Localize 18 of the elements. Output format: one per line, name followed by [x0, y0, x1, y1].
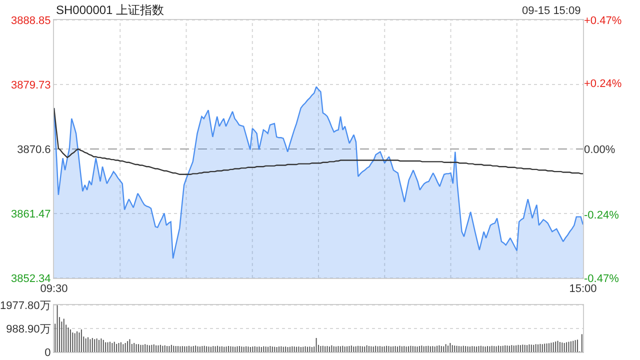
- y-tick-label: 0: [44, 346, 51, 359]
- x-tick-label: 09:30: [40, 283, 68, 296]
- y2-tick-label: 0.00%: [584, 144, 616, 156]
- y2-tick-label: -0.24%: [584, 210, 620, 222]
- y-tick-label: 3870.6: [17, 144, 51, 156]
- y-tick-label: 3888.85: [11, 14, 51, 27]
- y2-tick-label: -0.47%: [584, 272, 620, 285]
- y-tick-label: 988.90万: [6, 323, 51, 336]
- chart-title: SH000001 上证指数: [56, 3, 164, 17]
- x-tick-label: 15:00: [569, 283, 597, 296]
- line-series: [54, 107, 583, 175]
- y2-tick-label: +0.47%: [584, 14, 622, 27]
- y2-tick-label: +0.24%: [584, 78, 622, 90]
- y-tick-label: 3852.34: [11, 272, 51, 285]
- y-tick-label: 3861.47: [11, 208, 51, 220]
- y-tick-label: 1977.80万: [0, 300, 51, 312]
- y-tick-label: 3879.73: [11, 79, 51, 92]
- text: 09-15 15:09: [522, 5, 581, 17]
